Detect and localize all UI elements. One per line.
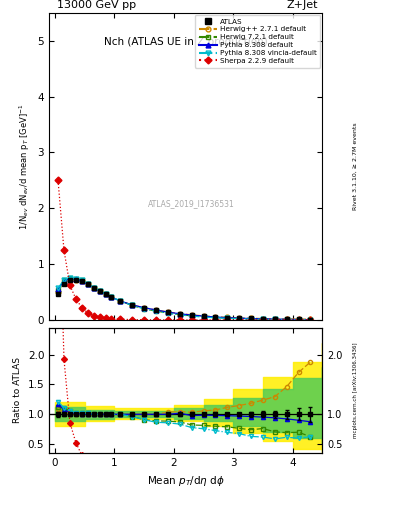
Text: Rivet 3.1.10, ≥ 2.7M events: Rivet 3.1.10, ≥ 2.7M events — [353, 122, 358, 210]
Text: Nch (ATLAS UE in Z production): Nch (ATLAS UE in Z production) — [104, 37, 268, 48]
Text: Z+Jet: Z+Jet — [287, 0, 318, 10]
Legend: ATLAS, Herwig++ 2.7.1 default, Herwig 7.2.1 default, Pythia 8.308 default, Pythi: ATLAS, Herwig++ 2.7.1 default, Herwig 7.… — [195, 15, 320, 68]
Y-axis label: 1/N$_{ev}$ dN$_{ev}$/d mean p$_{T}$ [GeV]$^{-1}$: 1/N$_{ev}$ dN$_{ev}$/d mean p$_{T}$ [GeV… — [18, 103, 32, 230]
Text: 13000 GeV pp: 13000 GeV pp — [57, 0, 136, 10]
Text: ATLAS_2019_I1736531: ATLAS_2019_I1736531 — [148, 199, 235, 208]
X-axis label: Mean $p_{T}$/d$\eta$ d$\phi$: Mean $p_{T}$/d$\eta$ d$\phi$ — [147, 474, 225, 487]
Text: mcplots.cern.ch [arXiv:1306.3436]: mcplots.cern.ch [arXiv:1306.3436] — [353, 343, 358, 438]
Y-axis label: Ratio to ATLAS: Ratio to ATLAS — [13, 357, 22, 423]
